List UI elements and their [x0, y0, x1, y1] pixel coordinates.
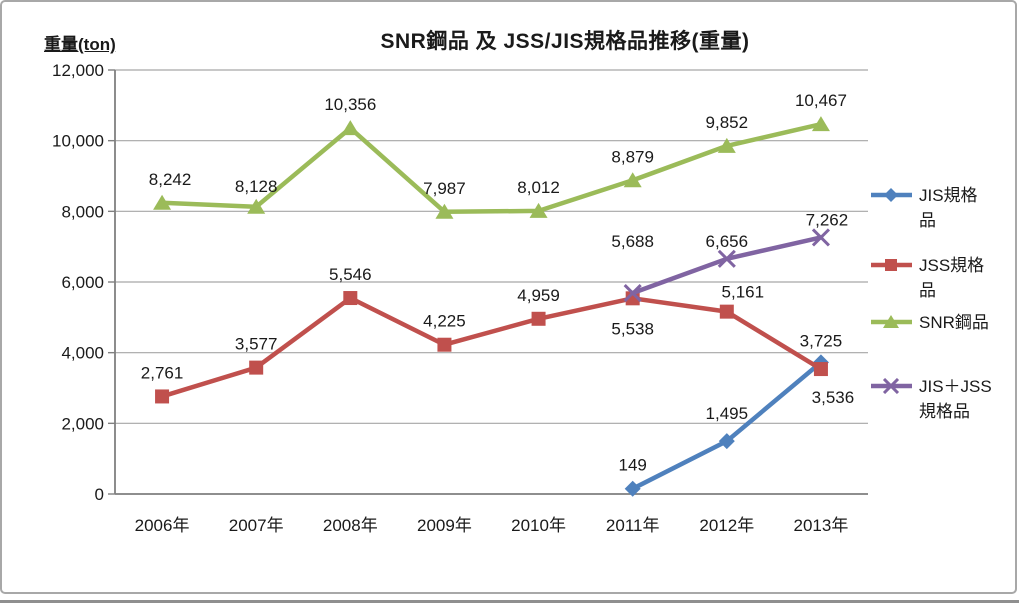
data-label: 3,725	[800, 331, 843, 350]
data-label: 8,128	[235, 177, 278, 196]
data-label: 8,012	[517, 178, 560, 197]
y-tick-label: 6,000	[61, 273, 104, 292]
y-tick-label: 4,000	[61, 344, 104, 363]
data-label: 4,959	[517, 286, 560, 305]
data-point-triangle-icon	[153, 194, 172, 210]
x-tick-label: 2010年	[511, 516, 566, 535]
data-label: 5,688	[611, 232, 654, 251]
data-point-triangle-icon	[247, 198, 266, 214]
data-point-triangle-icon	[435, 203, 454, 219]
y-tick-label: 2,000	[61, 414, 104, 433]
chart-title: SNR鋼品 及 JSS/JIS規格品推移(重量)	[380, 30, 750, 53]
data-point-triangle-icon	[623, 172, 642, 188]
data-point-diamond-icon	[624, 480, 641, 497]
data-point-diamond-icon	[718, 433, 735, 450]
data-label: 8,879	[611, 147, 654, 166]
x-tick-label: 2009年	[417, 516, 472, 535]
data-point-triangle-icon	[717, 137, 736, 153]
x-tick-label: 2011年	[606, 516, 660, 535]
data-label: 9,852	[706, 113, 749, 132]
data-point-square-icon	[155, 389, 170, 404]
y-tick-label: 12,000	[52, 61, 104, 80]
data-point-x-icon	[717, 249, 736, 268]
data-label: 3,577	[235, 335, 278, 354]
data-point-triangle-icon	[529, 202, 548, 218]
data-label: 7,262	[806, 210, 849, 229]
data-label: 6,656	[706, 232, 749, 251]
data-point-square-icon	[249, 360, 264, 375]
data-label: 5,161	[722, 283, 765, 302]
y-tick-label: 8,000	[61, 202, 104, 221]
data-label: 7,987	[423, 179, 466, 198]
x-tick-label: 2012年	[699, 516, 754, 535]
data-label: 10,467	[795, 91, 847, 110]
data-point-square-icon	[343, 291, 358, 306]
x-tick-label: 2008年	[323, 516, 378, 535]
y-axis-unit-label: 重量(ton)	[44, 35, 116, 54]
data-point-triangle-icon	[341, 120, 360, 136]
y-tick-label: 0	[95, 485, 104, 504]
data-label: 3,536	[812, 388, 855, 407]
data-point-triangle-icon	[811, 116, 830, 132]
window-bottom-edge	[0, 600, 1019, 603]
series-line	[159, 121, 824, 215]
data-label: 10,356	[324, 95, 376, 114]
data-point-square-icon	[437, 337, 452, 352]
data-label: 8,242	[149, 170, 192, 189]
data-label: 5,546	[329, 265, 372, 284]
data-label: 4,225	[423, 312, 466, 331]
data-label: 1,495	[706, 404, 749, 423]
x-tick-label: 2013年	[794, 516, 849, 535]
data-label: 2,761	[141, 363, 184, 382]
x-tick-label: 2006年	[135, 516, 190, 535]
series-line	[630, 360, 824, 491]
data-point-x-icon	[811, 228, 830, 247]
x-tick-label: 2007年	[229, 516, 284, 535]
data-point-square-icon	[531, 311, 546, 326]
series-line	[159, 295, 824, 399]
data-point-square-icon	[813, 362, 828, 377]
data-point-x-icon	[623, 283, 642, 303]
data-label: 5,538	[611, 319, 654, 338]
data-point-square-icon	[719, 304, 734, 319]
data-label: 149	[619, 456, 647, 475]
y-tick-label: 10,000	[52, 132, 104, 151]
